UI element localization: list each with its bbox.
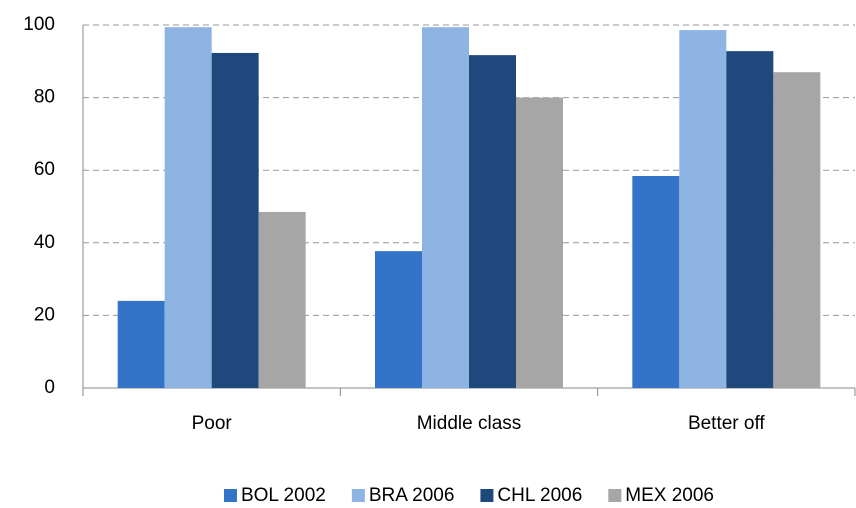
bar: [773, 72, 821, 388]
bar: [422, 27, 469, 388]
x-tick-label: Better off: [688, 413, 765, 434]
y-tick-label: 60: [34, 159, 55, 180]
bar: [679, 30, 727, 388]
y-tick-label: 0: [44, 377, 55, 398]
bar: [516, 97, 563, 388]
bar: [375, 251, 422, 388]
bar: [117, 300, 165, 388]
legend-label: CHL 2006: [497, 485, 582, 506]
x-tick-label: Poor: [192, 413, 233, 434]
y-tick-label: 20: [34, 304, 55, 325]
legend-swatch: [351, 489, 365, 502]
y-tick-label: 80: [34, 87, 55, 108]
legend-label: BOL 2002: [241, 485, 326, 506]
bar: [632, 176, 680, 388]
y-tick-label: 40: [34, 232, 55, 253]
bar: [211, 52, 259, 389]
legend-swatch: [608, 489, 622, 502]
bar: [726, 51, 774, 389]
x-tick-label: Middle class: [417, 413, 522, 434]
legend-swatch: [480, 489, 494, 502]
bar: [469, 55, 516, 389]
bar: [258, 211, 306, 388]
legend-label: BRA 2006: [369, 485, 455, 506]
legend-swatch: [223, 489, 237, 502]
y-tick-label: 100: [23, 14, 55, 35]
legend-label: MEX 2006: [625, 485, 714, 506]
bar: [164, 27, 212, 388]
